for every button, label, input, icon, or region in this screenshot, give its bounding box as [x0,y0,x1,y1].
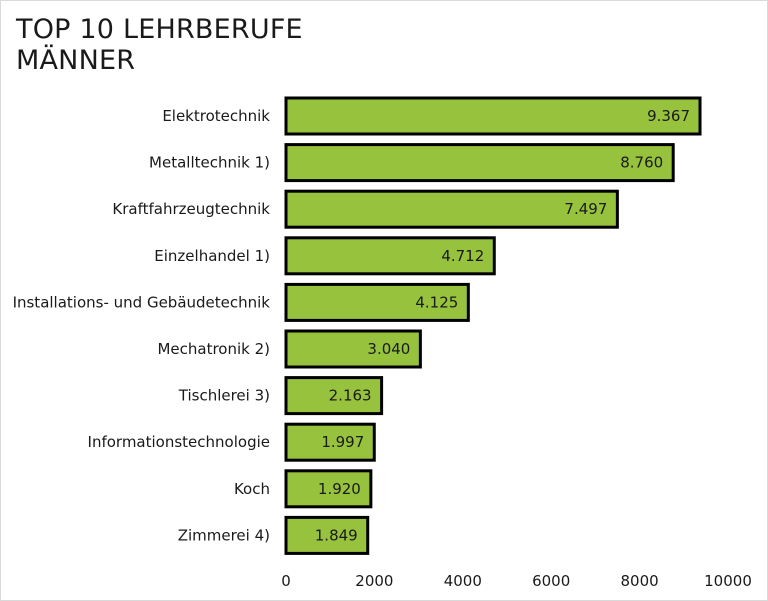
bar [284,515,370,555]
value-label: 1.849 [315,526,358,544]
bar [284,422,376,462]
value-label: 8.760 [620,154,663,172]
bar [284,236,496,276]
category-label: Elektrotechnik [162,107,270,125]
x-tick-label: 6000 [532,572,570,590]
category-label: Kraftfahrzeugtechnik [112,200,270,218]
bar [284,143,675,183]
category-label: Einzelhandel 1) [154,247,270,265]
chart-title: TOP 10 LEHRBERUFE MÄNNER [16,14,303,76]
bar [284,329,422,369]
chart-title-line-2: MÄNNER [16,45,136,76]
x-tick-label: 4000 [444,572,482,590]
x-axis-ticks-group: 0 2000 4000 6000 8000 10000 [281,572,752,590]
bar [284,189,619,229]
x-tick-label: 2000 [355,572,393,590]
x-tick-label: 8000 [621,572,659,590]
category-label: Informationstechnologie [88,433,270,451]
category-label: Zimmerei 4) [178,526,270,544]
category-label: Koch [234,480,270,498]
value-labels-group: 9.367 8.760 7.497 4.712 4.125 3.040 2.163 1.997… [315,107,690,544]
value-label: 2.163 [329,387,372,405]
value-label: 9.367 [647,107,690,125]
value-label: 3.040 [367,340,410,358]
value-label: 1.997 [321,433,364,451]
bar [284,469,373,509]
category-label: Mechatronik 2) [157,340,270,358]
chart-title-line-1: TOP 10 LEHRBERUFE [16,14,303,45]
bar [284,96,702,136]
bars-group [284,96,702,555]
value-label: 4.125 [415,293,458,311]
category-label: Tischlerei 3) [178,387,270,405]
category-label: Metalltechnik 1) [149,154,270,172]
category-labels-group: Elektrotechnik Metalltechnik 1) Kraftfahrz… [13,107,271,544]
bar [284,376,384,416]
value-label: 1.920 [318,480,361,498]
value-label: 7.497 [564,200,607,218]
x-tick-label: 10000 [704,572,752,590]
category-label: Installations- und Gebäudetechnik [13,293,271,311]
bar [284,282,470,322]
value-label: 4.712 [441,247,484,265]
x-tick-label: 0 [281,572,291,590]
